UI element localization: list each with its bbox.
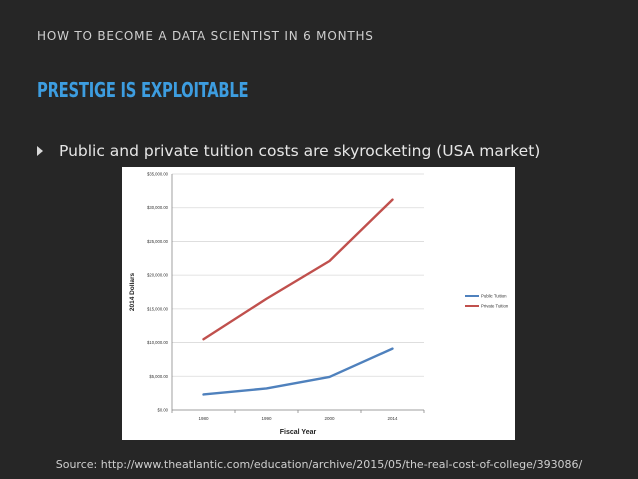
legend-label: Public Tuition: [481, 294, 507, 299]
series-line-private-tuition: [202, 198, 394, 341]
tuition-line-chart: $0.00 $5,000.00 $10,000.00 $15,000.00 $20,00…: [129, 172, 509, 437]
y-tick-label: $25,000.00: [147, 239, 169, 244]
y-tick-label: $0.00: [158, 408, 169, 413]
chart-panel: $0.00 $5,000.00 $10,000.00 $15,000.00 $20,00…: [122, 167, 515, 440]
legend-label: Private Tuition: [481, 304, 509, 309]
x-axis-title: Fiscal Year: [280, 429, 317, 436]
deck-title: HOW TO BECOME A DATA SCIENTIST IN 6 MONT…: [37, 29, 374, 43]
bullet-text: Public and private tuition costs are sky…: [59, 142, 541, 160]
series-line-public-tuition: [202, 347, 394, 396]
x-tick-label: 1990: [261, 416, 272, 421]
y-tick-label: $5,000.00: [149, 374, 168, 379]
x-tick-label: 1980: [198, 416, 209, 421]
y-tick-label: $20,000.00: [147, 273, 169, 278]
bullet-row: Public and private tuition costs are sky…: [37, 142, 540, 160]
y-tick-label: $15,000.00: [147, 306, 169, 311]
x-tick-label: 2000: [324, 416, 335, 421]
y-tick-label: $35,000.00: [147, 172, 169, 177]
y-tick-label: $30,000.00: [147, 205, 169, 210]
slide-title: PRESTIGE IS EXPLOITABLE: [37, 78, 249, 102]
x-tick-label: 2014: [387, 416, 398, 421]
y-tick-label: $10,000.00: [147, 340, 169, 345]
source-citation: Source: http://www.theatlantic.com/educa…: [55, 458, 583, 471]
y-axis-title: 2014 Dollars: [129, 272, 136, 311]
bullet-arrow-icon: [37, 146, 43, 156]
